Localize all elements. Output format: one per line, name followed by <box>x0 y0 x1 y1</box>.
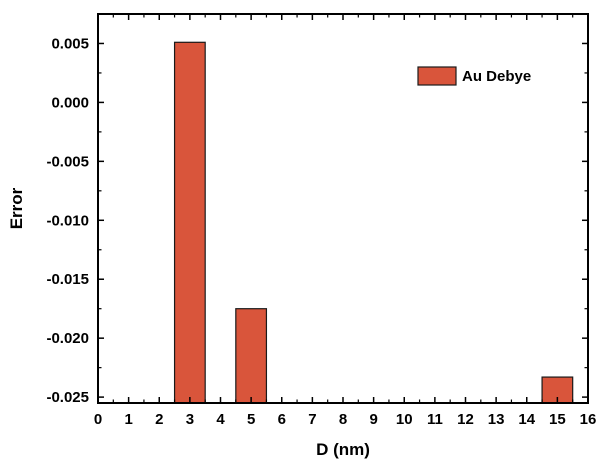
ticks-layer: 0 1 2 3 4 5 6 7 8 9 10 11 12 13 14 15 160.0050.000-0.005… <box>46 14 596 428</box>
x-tick-label: 2 <box>155 411 163 428</box>
legend-label-au-debye: Au Debye <box>462 68 531 85</box>
bar-5 <box>235 308 268 404</box>
x-tick-label: 9 <box>369 411 377 428</box>
x-tick-label: 1 <box>124 411 132 428</box>
x-tick-label: 14 <box>518 411 535 428</box>
y-tick-label: -0.020 <box>46 330 89 347</box>
y-tick-label: -0.015 <box>46 271 89 288</box>
x-tick-label: 8 <box>339 411 347 428</box>
x-tick-label: 11 <box>427 411 443 428</box>
y-tick-label: -0.005 <box>46 153 89 170</box>
y-tick-label: 0.005 <box>51 35 89 52</box>
x-tick-label: 12 <box>457 411 474 428</box>
x-tick-label: 7 <box>308 411 316 428</box>
x-tick-label: 4 <box>216 411 225 428</box>
bars-layer <box>173 41 574 404</box>
y-axis-title: Error <box>7 187 26 229</box>
legend-swatch-au-debye <box>417 66 457 86</box>
bar-3 <box>173 41 206 404</box>
x-tick-label: 10 <box>396 411 413 428</box>
x-tick-label: 6 <box>278 411 286 428</box>
x-tick-label: 15 <box>549 411 566 428</box>
x-tick-label: 3 <box>186 411 194 428</box>
x-tick-label: 5 <box>247 411 255 428</box>
legend: Au Debye <box>417 66 531 86</box>
y-tick-label: -0.025 <box>46 389 89 406</box>
x-tick-label: 0 <box>94 411 102 428</box>
x-tick-label: 13 <box>488 411 505 428</box>
y-tick-label: 0.000 <box>51 94 89 111</box>
y-tick-label: -0.010 <box>46 212 89 229</box>
x-tick-label: 16 <box>580 411 597 428</box>
x-axis-title: D (nm) <box>316 440 370 459</box>
